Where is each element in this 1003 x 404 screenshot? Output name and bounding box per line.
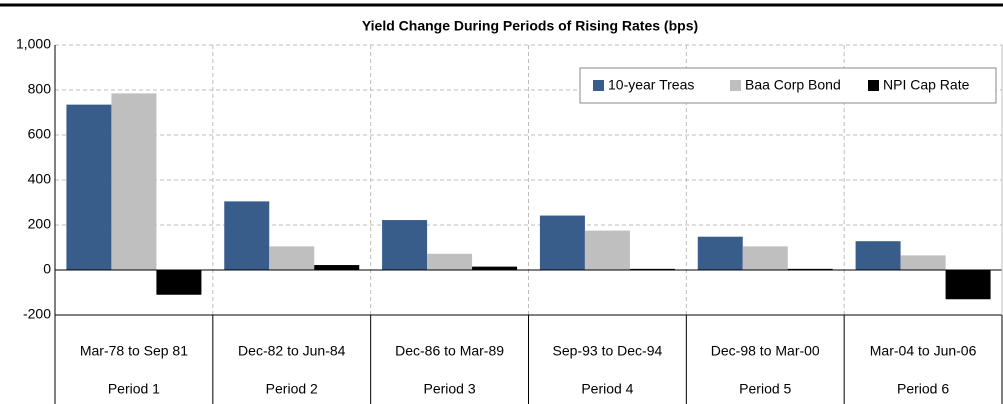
legend-label: Baa Corp Bond: [745, 77, 841, 93]
y-tick-label: 200: [28, 216, 52, 232]
bar: [742, 246, 788, 270]
x-tick-label: Sep-93 to Dec-94: [553, 343, 663, 359]
y-tick-label: 800: [28, 81, 52, 97]
period-label: Period 1: [108, 381, 160, 397]
bar: [427, 253, 473, 270]
bar: [584, 230, 630, 270]
period-label: Period 3: [424, 381, 476, 397]
bar: [787, 268, 833, 270]
period-label: Period 6: [897, 381, 949, 397]
bar: [539, 215, 585, 270]
x-tick-label: Mar-78 to Sep 81: [80, 343, 188, 359]
y-tick-label: 600: [28, 126, 52, 142]
legend-label: 10-year Treas: [608, 77, 694, 93]
y-tick-label: 0: [43, 261, 51, 277]
bar: [945, 270, 991, 300]
x-tick-label: Dec-82 to Jun-84: [238, 343, 346, 359]
legend-label: NPI Cap Rate: [883, 77, 970, 93]
chart-title: Yield Change During Periods of Rising Ra…: [362, 18, 698, 34]
bar: [382, 220, 428, 270]
bar: [66, 104, 112, 270]
bar: [855, 241, 901, 270]
bar: [900, 255, 946, 270]
period-label: Period 2: [266, 381, 318, 397]
period-label: Period 4: [581, 381, 633, 397]
bar: [224, 201, 270, 270]
period-label: Period 5: [739, 381, 791, 397]
x-tick-label: Mar-04 to Jun-06: [870, 343, 977, 359]
x-tick-label: Dec-86 to Mar-89: [395, 343, 504, 359]
bar: [314, 265, 360, 270]
bar: [111, 93, 157, 270]
legend-box: [579, 67, 997, 104]
bar: [697, 236, 743, 270]
y-tick-label: -200: [23, 306, 51, 322]
legend-swatch: [593, 80, 604, 91]
bar: [629, 268, 675, 270]
legend-swatch: [868, 80, 879, 91]
y-tick-label: 1,000: [16, 36, 51, 52]
y-tick-label: 400: [28, 171, 52, 187]
legend-swatch: [730, 80, 741, 91]
bar: [269, 246, 315, 270]
bar: [156, 270, 202, 295]
x-tick-label: Dec-98 to Mar-00: [711, 343, 820, 359]
bar: [472, 266, 518, 270]
